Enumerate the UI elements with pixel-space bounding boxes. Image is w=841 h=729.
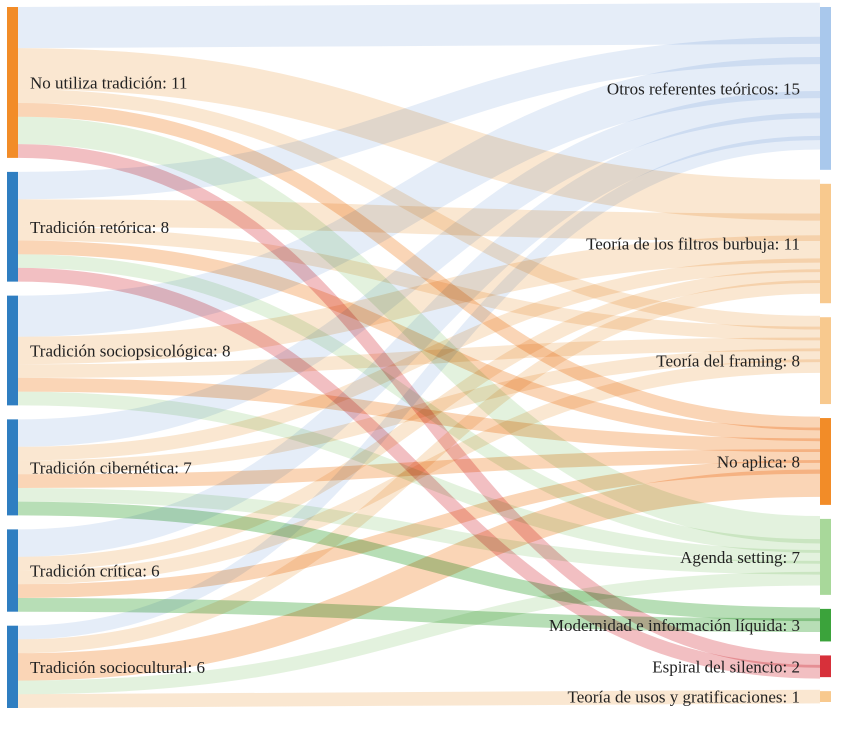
sankey-labels: No utiliza tradición: 11 Tradición retóri…	[30, 73, 800, 706]
source-node	[7, 419, 18, 516]
source-node-label: Tradición sociocultural: 6	[30, 658, 205, 677]
sankey-link	[17, 56, 821, 337]
sankey-links	[17, 2, 821, 708]
target-node	[820, 608, 831, 642]
target-node	[820, 655, 831, 678]
source-node	[7, 295, 18, 406]
sankey-link	[17, 48, 821, 221]
sankey-link	[17, 2, 821, 49]
target-node-label: No aplica: 8	[717, 452, 800, 471]
sankey-nodes	[7, 7, 831, 708]
sankey-link	[17, 135, 821, 640]
target-node-label: Teoría del framing: 8	[656, 352, 800, 371]
sankey-link	[17, 235, 821, 365]
sankey-link	[17, 36, 821, 200]
sankey-link	[17, 469, 821, 681]
source-node-label: Tradición sociopsicológica: 8	[30, 342, 231, 361]
target-node	[820, 518, 831, 595]
target-node-label: Otros referentes teóricos: 15	[607, 79, 800, 98]
sankey-link	[17, 254, 821, 553]
sankey-link	[17, 460, 821, 598]
target-node-label: Teoría de usos y gratificaciones: 1	[568, 688, 800, 707]
source-node-label: Tradición cibernética: 7	[30, 458, 192, 477]
target-node-label: Modernidad e información líquida: 3	[549, 616, 800, 635]
source-node	[7, 529, 18, 612]
source-node	[7, 7, 18, 158]
sankey-link	[17, 258, 821, 461]
sankey-link	[17, 269, 821, 571]
sankey-link	[17, 571, 821, 695]
target-node	[820, 418, 831, 505]
target-node	[820, 691, 831, 702]
sankey-link	[17, 348, 821, 475]
target-node-label: Espiral del silencio: 2	[652, 657, 800, 676]
target-node	[820, 7, 831, 170]
source-node	[7, 625, 18, 708]
target-node	[820, 183, 831, 304]
source-node-label: Tradición crítica: 6	[30, 562, 160, 581]
source-node-label: No utiliza tradición: 11	[30, 73, 188, 92]
target-node-label: Teoría de los filtros burbuja: 11	[586, 235, 800, 254]
sankey-link	[17, 280, 821, 654]
target-node-label: Agenda setting: 7	[680, 548, 800, 567]
target-node	[820, 317, 831, 405]
sankey-link	[17, 689, 821, 708]
source-node-label: Tradición retórica: 8	[30, 218, 169, 237]
sankey-link	[17, 112, 821, 557]
sankey-link	[17, 90, 821, 447]
source-node	[7, 171, 18, 282]
